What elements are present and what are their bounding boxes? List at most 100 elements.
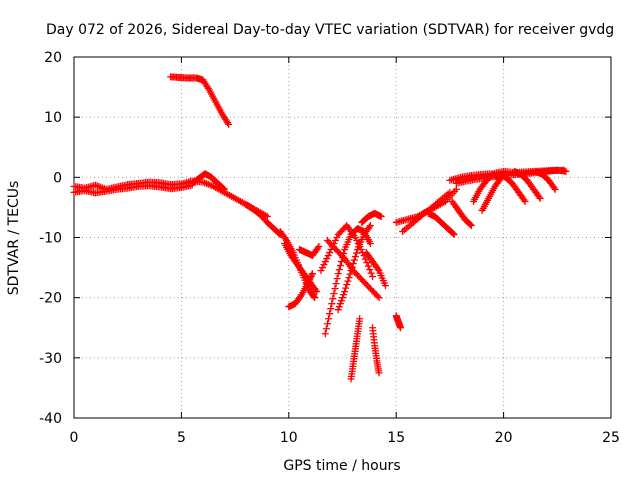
data-point <box>297 292 305 300</box>
data-point <box>353 237 361 245</box>
data-point <box>307 273 315 281</box>
data-point <box>318 264 326 272</box>
data-point <box>366 266 374 274</box>
data-point <box>351 253 359 261</box>
data-point <box>334 270 342 278</box>
x-tick-label: 25 <box>602 430 620 446</box>
data-point <box>326 249 334 257</box>
series-track <box>358 209 385 226</box>
data-point <box>321 330 329 338</box>
data-point <box>308 270 316 278</box>
data-point <box>310 293 318 301</box>
series-track <box>334 221 374 314</box>
x-tick-label: 0 <box>70 430 79 446</box>
data-point <box>374 292 382 300</box>
data-point <box>536 194 544 202</box>
x-tick-label: 20 <box>495 430 513 446</box>
data-point <box>311 294 319 302</box>
series-track <box>392 188 454 226</box>
data-point <box>321 258 329 266</box>
chart-title: Day 072 of 2026, Sidereal Day-to-day VTE… <box>46 22 614 38</box>
data-point <box>335 266 343 274</box>
data-point <box>337 297 345 305</box>
data-point <box>320 261 328 269</box>
series-track <box>448 197 475 229</box>
data-point <box>331 237 339 245</box>
data-point <box>328 300 336 308</box>
series-track <box>392 312 404 332</box>
data-point <box>452 185 460 193</box>
series-track <box>317 221 377 281</box>
data-point <box>306 276 314 284</box>
data-point <box>330 290 338 298</box>
data-point <box>349 260 357 268</box>
data-point <box>312 286 320 294</box>
x-tick-label: 10 <box>280 430 298 446</box>
data-point <box>314 244 322 252</box>
data-point <box>365 223 373 231</box>
data-point <box>326 310 334 318</box>
data-point <box>333 234 341 241</box>
data-point <box>366 221 374 229</box>
data-point <box>396 324 404 332</box>
x-axis-label: GPS time / hours <box>283 458 400 474</box>
data-point <box>449 229 457 237</box>
data-point <box>367 269 375 277</box>
series-track <box>369 324 383 377</box>
data-point <box>325 315 333 323</box>
data-point <box>550 184 558 192</box>
y-tick-label: -30 <box>39 351 62 367</box>
data-point <box>333 275 341 283</box>
data-point <box>337 258 345 266</box>
data-point <box>327 305 335 313</box>
data-point <box>225 120 233 128</box>
data-point <box>351 234 359 241</box>
grid-lines <box>74 57 611 418</box>
series-track <box>532 167 559 193</box>
data-point <box>450 230 458 238</box>
x-tick-label: 5 <box>177 430 186 446</box>
tick-labels: 0 5 10 15 20 25 -40 -30 -20 -10 0 10 20 <box>39 50 620 446</box>
data-point <box>381 282 389 290</box>
axis-ticks <box>73 56 612 419</box>
data-point <box>282 235 290 243</box>
data-point <box>315 243 323 251</box>
data-point <box>535 193 543 201</box>
data-point <box>340 291 348 299</box>
series-track <box>323 237 383 302</box>
data-point <box>377 212 385 220</box>
data-point <box>366 240 374 248</box>
data-point <box>466 220 474 228</box>
data-point <box>339 253 347 261</box>
data-point <box>345 274 353 282</box>
data-point <box>331 285 339 293</box>
series-track <box>510 167 544 202</box>
data-point <box>219 184 227 192</box>
data-point <box>375 294 383 302</box>
data-point <box>350 256 358 264</box>
data-point <box>369 273 377 281</box>
data-point <box>521 197 529 205</box>
series-track <box>285 270 316 311</box>
data-point <box>343 281 351 289</box>
series-track <box>495 170 529 205</box>
series-track <box>399 185 460 235</box>
series-track <box>362 249 389 290</box>
data-point <box>304 279 312 287</box>
series-track <box>424 209 458 238</box>
data-point <box>374 265 382 273</box>
y-tick-label: -20 <box>39 291 62 307</box>
data-point <box>220 185 228 193</box>
data-point <box>336 262 344 270</box>
data-point <box>317 267 325 275</box>
data-point <box>363 259 371 267</box>
series-track <box>478 173 505 214</box>
data-point <box>329 295 337 303</box>
y-tick-label: 20 <box>44 50 62 66</box>
data-point <box>356 315 364 323</box>
series-track <box>70 177 271 220</box>
data-point <box>308 271 316 279</box>
series-track <box>281 240 321 296</box>
series-track <box>167 73 233 128</box>
